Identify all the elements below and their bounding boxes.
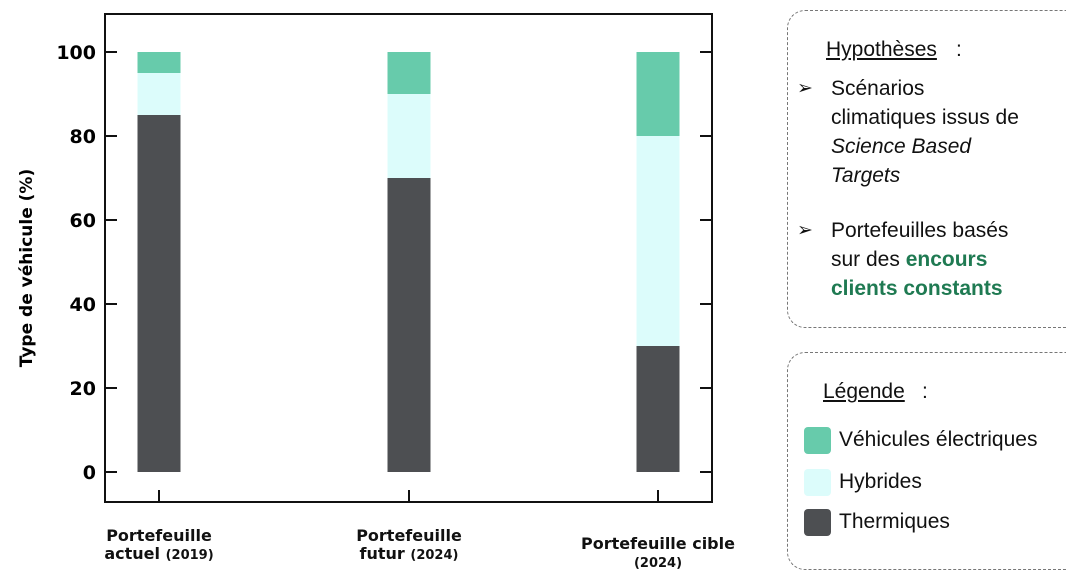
category-line2: (2024) — [558, 553, 758, 573]
y-tick-label: 40 — [70, 294, 96, 316]
bar-segment-v-hicules-lectriques — [387, 52, 431, 94]
stacked-bar-chart: 0 20 40 60 80 100 Type de véhicule (%) — [17, 13, 713, 503]
y-tick-label: 60 — [70, 210, 96, 232]
category-line2: futur (2024) — [309, 545, 509, 565]
arrow-bullet-icon: ➢ — [797, 78, 813, 99]
hypothesis-line: Targets — [831, 164, 901, 187]
y-tick-label: 20 — [70, 378, 96, 400]
bars — [137, 52, 680, 502]
y-tick-label: 80 — [70, 126, 96, 148]
category-year: (2024) — [633, 556, 683, 571]
y-tick-label: 100 — [56, 42, 96, 64]
category-year: (2024) — [410, 548, 459, 563]
hypothesis-line: Science Based — [831, 135, 972, 158]
legend-title: Légende — [823, 380, 905, 403]
hypotheses-colon: : — [956, 38, 962, 61]
y-ticks: 0 20 40 60 80 100 — [56, 42, 712, 484]
arrow-bullet-icon: ➢ — [797, 220, 813, 241]
category-line1: Portefeuille — [106, 526, 212, 545]
hypothesis-line: sur des encours — [831, 245, 1008, 274]
x-category-label: Portefeuille cible (2024) — [558, 535, 758, 573]
bar-segment-hybrides — [387, 94, 431, 178]
legend-colon: : — [922, 380, 928, 403]
bar-segment-v-hicules-lectriques — [636, 52, 680, 136]
hypothesis-highlight: clients constants — [831, 277, 1003, 300]
hypothesis-text: sur des — [831, 248, 906, 271]
hypothesis-highlight: encours — [905, 248, 988, 271]
bar-segment-hybrides — [636, 136, 680, 346]
legend-swatch — [804, 469, 831, 496]
category-line2: actuel (2019) — [59, 545, 259, 565]
hypotheses-box — [787, 10, 1066, 328]
legend-label: Véhicules électriques — [839, 428, 1038, 451]
x-category-label: Portefeuille actuel (2019) — [59, 527, 259, 565]
category-main: actuel — [104, 544, 160, 563]
legend-swatch — [804, 509, 831, 536]
x-category-label: Portefeuille futur (2024) — [309, 527, 509, 565]
y-axis-label: Type de véhicule (%) — [17, 169, 37, 367]
category-line1: Portefeuille cible — [581, 534, 735, 553]
bar-segment-v-hicules-lectriques — [137, 52, 181, 73]
hypotheses-title: Hypothèses — [826, 38, 937, 61]
bar-segment-thermiques — [137, 115, 181, 472]
y-tick-label: 0 — [83, 462, 96, 484]
category-line1: Portefeuille — [356, 526, 462, 545]
hypothesis-line: Scénarios — [831, 77, 925, 100]
legend-box — [787, 352, 1066, 570]
hypothesis-line: Portefeuilles basés — [831, 219, 1009, 242]
bar-segment-thermiques — [636, 346, 680, 472]
bar-segment-hybrides — [137, 73, 181, 115]
legend-swatch — [804, 427, 831, 454]
hypothesis-line: climatiques issus de — [831, 106, 1019, 129]
legend-label: Thermiques — [839, 510, 950, 533]
legend-label: Hybrides — [839, 470, 922, 493]
hypothesis-item: Portefeuilles basés sur des encours clie… — [831, 216, 1008, 303]
bar-segment-thermiques — [387, 178, 431, 472]
hypothesis-item: Scénarios climatiques issus de Science B… — [831, 74, 1019, 190]
category-year: (2019) — [165, 548, 214, 563]
category-main: futur — [359, 544, 405, 563]
